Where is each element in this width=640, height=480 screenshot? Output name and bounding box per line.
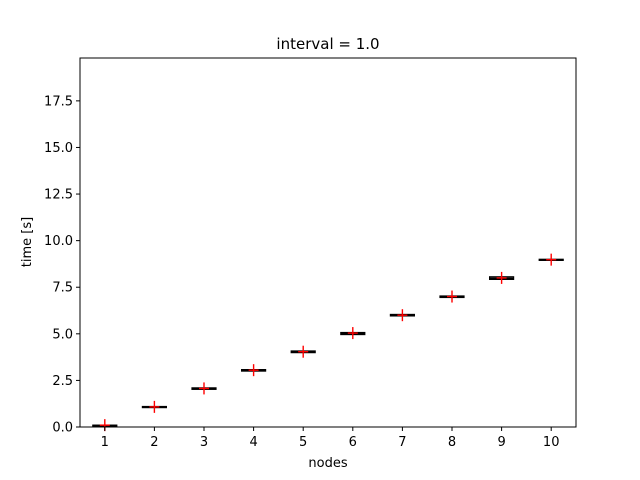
y-tick-label: 7.5 (52, 281, 73, 296)
y-axis-label: time [s] (20, 217, 35, 267)
box-9 (489, 271, 515, 284)
plot-area (80, 58, 576, 427)
x-tick-label: 8 (448, 435, 456, 450)
box-8 (439, 290, 465, 303)
x-ticks: 1 2 3 4 5 6 7 8 9 10 (101, 427, 560, 450)
chart-title: interval = 1.0 (276, 35, 379, 53)
x-tick-label: 4 (249, 435, 257, 450)
box-7 (389, 309, 415, 322)
y-tick-label: 12.5 (44, 188, 73, 203)
y-tick-label: 0.0 (52, 421, 73, 436)
x-tick-label: 3 (200, 435, 208, 450)
box-3 (191, 382, 217, 395)
box-6 (340, 327, 366, 340)
y-tick-label: 2.5 (52, 374, 73, 389)
box-10 (538, 253, 564, 266)
y-tick-label: 5.0 (52, 327, 73, 342)
x-tick-label: 9 (497, 435, 505, 450)
y-tick-label: 17.5 (44, 94, 73, 109)
x-tick-label: 10 (543, 435, 560, 450)
box-2 (141, 400, 167, 413)
y-tick-label: 10.0 (44, 234, 73, 249)
x-tick-label: 1 (101, 435, 109, 450)
x-tick-label: 2 (150, 435, 158, 450)
box-4 (241, 364, 267, 377)
x-tick-label: 6 (349, 435, 357, 450)
plot-frame (79, 57, 577, 428)
y-ticks: 0.0 2.5 5.0 7.5 10.0 12.5 15.0 17.5 (44, 94, 80, 436)
chart-marks (92, 253, 564, 432)
x-axis-label: nodes (308, 456, 347, 471)
box-5 (290, 345, 316, 358)
x-tick-label: 5 (299, 435, 307, 450)
y-tick-label: 15.0 (44, 141, 73, 156)
x-tick-label: 7 (398, 435, 406, 450)
